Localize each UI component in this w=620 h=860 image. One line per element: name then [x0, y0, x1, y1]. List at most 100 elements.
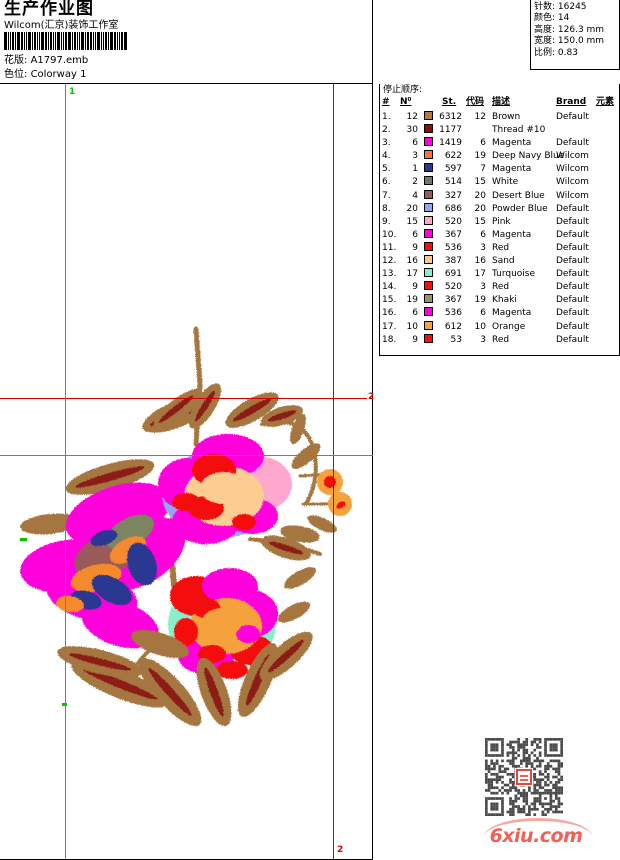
row-code: 12: [474, 112, 486, 122]
barcode: [4, 32, 128, 50]
color-swatch[interactable]: [424, 163, 433, 173]
color-swatch[interactable]: [424, 215, 433, 225]
row-stitches: 514: [444, 177, 462, 188]
table-row[interactable]: 17. 10 612 10 Orange Default: [380, 320, 619, 334]
guide-label-2-bottom: 2: [337, 845, 344, 855]
row-description: Red: [492, 282, 510, 293]
color-rows: 1. 12 6312 12 Brown Default 2. 30 1177 Thread #10…: [380, 111, 619, 347]
row-stitches: 686: [444, 203, 462, 214]
color-swatch[interactable]: [424, 320, 433, 330]
color-swatch[interactable]: [424, 294, 433, 304]
row-brand: Default: [556, 269, 589, 280]
spec-value: 126.3 mm: [555, 24, 605, 35]
spec-label: 颜色:: [534, 13, 556, 24]
color-swatch[interactable]: [424, 202, 433, 212]
row-stitches: 536: [444, 308, 462, 319]
row-index: 8.: [382, 203, 391, 214]
color-swatch[interactable]: [424, 333, 433, 343]
color-swatch[interactable]: [424, 150, 433, 160]
spec-value: 16245: [555, 2, 587, 12]
barcode-bar: [45, 32, 47, 50]
row-brand: Default: [556, 256, 589, 267]
table-row[interactable]: 1. 12 6312 12 Brown Default: [380, 111, 619, 124]
row-description: Red: [492, 242, 510, 253]
spec-label: 针数:: [534, 2, 556, 12]
row-code: 6: [480, 138, 486, 149]
color-swatch[interactable]: [424, 268, 433, 278]
color-swatch[interactable]: [424, 241, 433, 251]
header-block: 生产作业图 Wilcom(汇京)装饰工作室 花版: A1797.emb 色位: …: [0, 0, 373, 84]
spec-value: 0.83: [555, 47, 578, 58]
barcode-bar: [90, 32, 92, 50]
row-code: 3: [480, 282, 486, 293]
row-brand: Default: [556, 216, 589, 227]
row-stitches: 597: [444, 164, 462, 175]
row-code: 20: [474, 203, 486, 214]
table-row[interactable]: 8. 20 686 20 Powder Blue Default: [380, 202, 619, 216]
row-brand: Default: [556, 112, 589, 122]
row-description: Magenta: [492, 229, 532, 240]
color-swatch[interactable]: [424, 111, 433, 120]
red-vertical-guide: [333, 84, 334, 860]
row-stitches: 6312: [439, 112, 462, 122]
table-row[interactable]: 2. 30 1177 Thread #10: [380, 124, 619, 137]
table-row[interactable]: 5. 1 597 7 Magenta Wilcom: [380, 163, 619, 176]
row-brand: Default: [556, 229, 589, 240]
barcode-bar: [72, 32, 73, 50]
row-description: Red: [492, 334, 510, 345]
row-number: 4: [412, 190, 418, 201]
row-stitches: 1177: [439, 125, 462, 136]
color-swatch[interactable]: [424, 228, 433, 238]
barcode-bar: [26, 32, 27, 50]
row-brand: Wilcom: [556, 164, 589, 175]
barcode-bar: [8, 32, 9, 50]
table-row[interactable]: 16. 6 536 6 Magenta Default: [380, 307, 619, 320]
barcode-bar: [81, 32, 84, 50]
row-code: 15: [474, 216, 486, 227]
table-row[interactable]: 14. 9 520 3 Red Default: [380, 281, 619, 294]
row-code: 17: [474, 269, 486, 280]
color-swatch[interactable]: [424, 189, 433, 199]
table-row[interactable]: 13. 17 691 17 Turquoise Default: [380, 268, 619, 281]
color-swatch[interactable]: [424, 255, 433, 265]
row-description: Deep Navy Blue: [492, 151, 565, 162]
table-row[interactable]: 15. 19 367 19 Khaki Default: [380, 294, 619, 307]
column-header-element: 元素: [596, 97, 615, 107]
color-swatch[interactable]: [424, 124, 433, 134]
table-row[interactable]: 9. 15 520 15 Pink Default: [380, 215, 619, 229]
row-number: 30: [406, 125, 418, 136]
color-swatch[interactable]: [424, 176, 433, 186]
spec-label: 宽度:: [534, 36, 556, 47]
barcode-bar: [17, 32, 20, 50]
table-row[interactable]: 3. 6 1419 6 Magenta Default: [380, 137, 619, 150]
row-description: Turquoise: [492, 269, 536, 280]
spec-value: 150.0 mm: [555, 36, 605, 47]
row-index: 9.: [382, 216, 391, 227]
row-description: Pink: [492, 216, 511, 227]
row-stitches: 520: [444, 216, 462, 227]
table-row[interactable]: 18. 9 53 3 Red Default: [380, 333, 619, 347]
green-tick-lower: [62, 703, 67, 706]
row-index: 7.: [382, 190, 391, 201]
row-index: 4.: [382, 151, 391, 162]
table-row[interactable]: 10. 6 367 6 Magenta Default: [380, 228, 619, 242]
color-swatch[interactable]: [424, 307, 433, 317]
row-code: 3: [480, 334, 486, 345]
row-brand: Wilcom: [556, 177, 589, 188]
barcode-bar: [101, 32, 102, 50]
column-header-description: 描述: [492, 97, 511, 107]
row-code: 6: [480, 308, 486, 319]
row-brand: Default: [556, 308, 589, 319]
row-brand: Default: [556, 242, 589, 253]
color-swatch[interactable]: [424, 137, 433, 147]
row-index: 15.: [382, 295, 397, 306]
table-row[interactable]: 4. 3 622 19 Deep Navy Blue Wilcom: [380, 150, 619, 163]
table-row[interactable]: 12. 16 387 16 Sand Default: [380, 255, 619, 268]
color-swatch[interactable]: [424, 281, 433, 291]
row-brand: Default: [556, 321, 589, 332]
barcode-bar: [15, 32, 16, 50]
row-index: 13.: [382, 269, 397, 280]
table-row[interactable]: 7. 4 327 20 Desert Blue Wilcom: [380, 189, 619, 203]
table-row[interactable]: 11. 9 536 3 Red Default: [380, 241, 619, 255]
table-row[interactable]: 6. 2 514 15 White Wilcom: [380, 176, 619, 189]
